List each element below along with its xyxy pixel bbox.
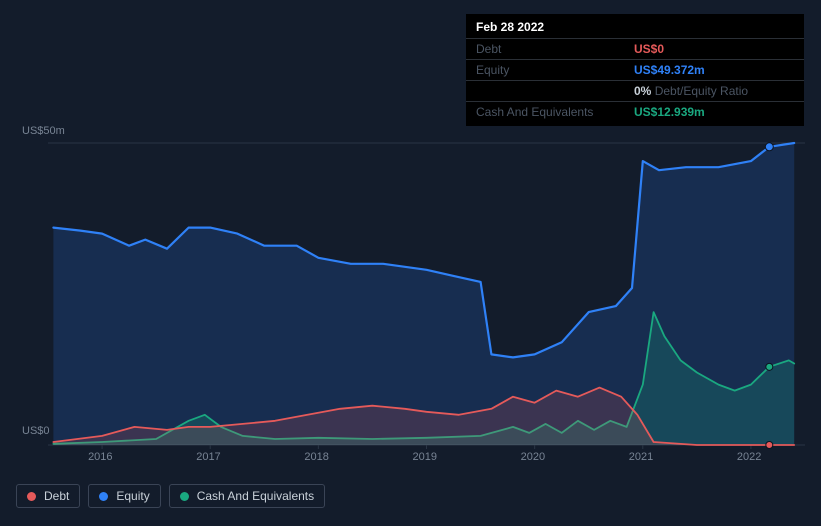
tooltip-label: Debt	[476, 42, 501, 56]
tooltip-row-ratio: 0% Debt/Equity Ratio	[466, 80, 804, 101]
tooltip-value-debt: US$0	[634, 42, 794, 56]
tooltip-value-cash: US$12.939m	[634, 105, 794, 119]
tooltip-value-equity: US$49.372m	[634, 63, 794, 77]
tooltip-row-equity: Equity US$49.372m	[466, 59, 804, 80]
legend-label: Debt	[44, 489, 69, 503]
x-tick-label: 2016	[88, 451, 112, 463]
x-tick-label: 2020	[521, 451, 545, 463]
legend-label: Equity	[116, 489, 149, 503]
y-axis-bottom-label: US$0	[22, 425, 50, 437]
legend-label: Cash And Equivalents	[197, 489, 314, 503]
x-tick-label: 2021	[629, 451, 653, 463]
chart-legend: Debt Equity Cash And Equivalents	[16, 484, 325, 508]
x-tick-label: 2022	[737, 451, 761, 463]
legend-swatch	[27, 492, 36, 501]
x-tick-label: 2018	[304, 451, 328, 463]
legend-item-equity[interactable]: Equity	[88, 484, 160, 508]
legend-swatch	[99, 492, 108, 501]
legend-item-debt[interactable]: Debt	[16, 484, 80, 508]
x-tick-label: 2019	[413, 451, 437, 463]
y-axis-top-label: US$50m	[22, 125, 65, 137]
tooltip-label: Equity	[476, 63, 509, 77]
tooltip-date: Feb 28 2022	[466, 14, 804, 38]
legend-swatch	[180, 492, 189, 501]
x-tick-label: 2017	[196, 451, 220, 463]
tooltip-label: Cash And Equivalents	[476, 105, 593, 119]
tooltip-row-cash: Cash And Equivalents US$12.939m	[466, 101, 804, 122]
tooltip-row-debt: Debt US$0	[466, 38, 804, 59]
tooltip-value-ratio: 0% Debt/Equity Ratio	[634, 84, 794, 98]
chart-tooltip: Feb 28 2022 Debt US$0 Equity US$49.372m …	[466, 14, 804, 126]
legend-item-cash[interactable]: Cash And Equivalents	[169, 484, 325, 508]
